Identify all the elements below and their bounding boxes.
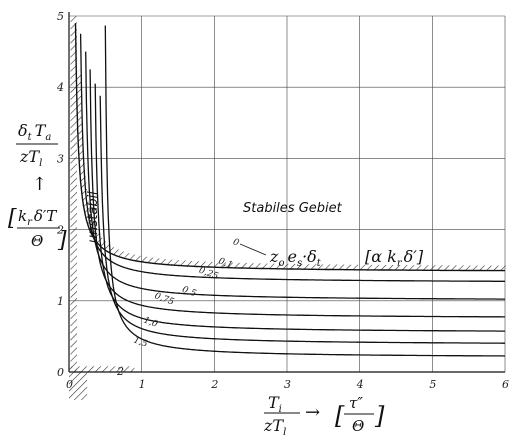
svg-text:[α krδ′]: [α kr δ′] [365,247,424,269]
y-tick-label: 1 [57,295,64,308]
stability-boundary-hatching [69,16,511,400]
svg-text:]: ] [374,402,385,430]
curve-label: 1,5 [132,336,149,350]
x-axis-label: Ti zTl → [ τ″ Θ ] [263,393,385,438]
y-tick-label: 5 [57,10,64,23]
svg-text:Ti: Ti [268,393,282,415]
svg-text:↑: ↑ [32,174,47,195]
curve-label: 0,75 [153,291,176,307]
curve-0-1 [79,33,505,282]
curve-labels: 0 0,10,25 0,5 0,75 1,0 1,5 [132,237,241,350]
x-tick-labels: 0 1 2 3 4 5 6 [66,378,509,391]
svg-text:[: [ [335,402,345,430]
svg-text:[: [ [8,206,17,231]
curve-1-5 [104,25,505,357]
svg-text:]: ] [57,228,67,253]
curve-label: 0,1 [217,256,234,270]
grid-lines [68,15,506,373]
curve-label: 0,5 [181,285,198,299]
unstable-region-label: unstabil [86,191,101,243]
curve-0-75 [94,83,505,332]
svg-text:τ″: τ″ [349,394,363,412]
curve-0-25 [85,51,505,300]
y-axis-label: δt Ta zTl ↑ [ kr δ′T Θ ] [8,121,67,253]
x-tick-label: 6 [502,378,509,391]
stable-region-label: Stabiles Gebiet [243,201,343,216]
curves [74,23,505,357]
curve-0 [74,23,505,272]
svg-text:Θ: Θ [352,417,364,435]
x-tick-label: 3 [284,378,291,391]
bottom-hatch-band [69,366,135,372]
y-tick-label: 4 [56,81,64,94]
curve-label: 1,0 [142,316,159,330]
parameter-annotation: zo es·δt [α kr δ′] [239,243,424,269]
origin-hatch-band [69,372,88,400]
x-tick-label: 2 [210,378,218,391]
x-tick-label: 1 [139,378,146,391]
svg-text:zTl: zTl [19,147,42,169]
curve-0-5 [89,69,505,318]
lower-annotation-label: 2 [116,365,124,378]
x-tick-label: 4 [356,378,364,391]
svg-text:→: → [305,402,320,423]
curve-label: 0 [231,237,240,248]
axes [68,12,505,373]
unstable-hatch-band [70,16,77,372]
x-tick-label: 0 [66,378,73,391]
y-tick-labels: 0 1 2 3 4 5 [56,10,64,379]
curve-1-0 [99,95,505,344]
y-tick-label: 3 [57,152,64,165]
x-tick-label: 5 [429,378,436,391]
svg-text:Θ: Θ [31,232,43,250]
svg-text:krδ′T: kr δ′T [18,207,57,228]
svg-text:zTl: zTl [263,416,286,438]
boundary-hatch-band [76,68,511,271]
y-tick-label: 0 [57,366,64,379]
curve-label: 0,25 [197,266,220,282]
y-tick-label: 2 [56,224,64,237]
